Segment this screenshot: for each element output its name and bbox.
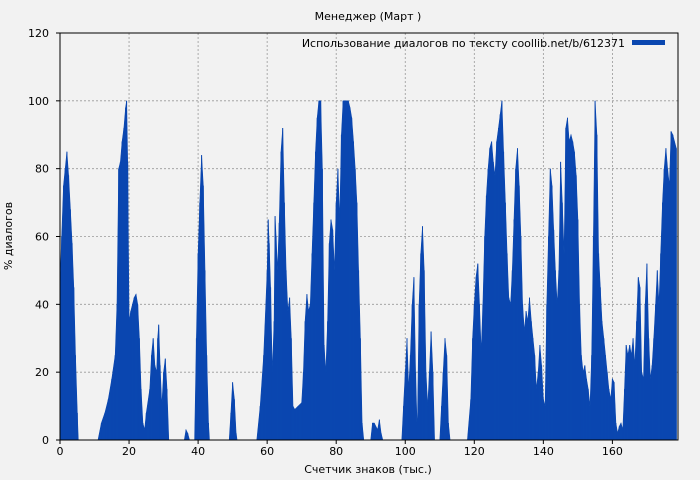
series-layer [59, 100, 677, 441]
x-tick-label: 80 [329, 445, 343, 458]
y-axis-label: % диалогов [2, 202, 15, 270]
x-tick-label: 20 [122, 445, 136, 458]
x-tick-label: 0 [57, 445, 64, 458]
legend: Использование диалогов по тексту coollib… [302, 37, 665, 50]
chart-title: Менеджер (Март ) [315, 10, 422, 23]
legend-swatch [632, 40, 665, 45]
y-tick-label: 100 [28, 95, 49, 108]
x-axis-label: Счетчик знаков (тыс.) [304, 463, 432, 476]
y-tick-label: 120 [28, 27, 49, 40]
x-tick-label: 120 [464, 445, 485, 458]
x-tick-label: 140 [533, 445, 554, 458]
x-tick-label: 60 [260, 445, 274, 458]
axes: 0 20 40 60 80 100 120 140 160 0 20 40 60 80 100 120 [28, 27, 623, 458]
x-tick-label: 100 [395, 445, 416, 458]
grid [60, 33, 678, 440]
legend-label: Использование диалогов по тексту coollib… [302, 37, 625, 50]
x-tick-label: 160 [602, 445, 623, 458]
x-tick-label: 40 [191, 445, 205, 458]
y-tick-label: 0 [42, 434, 49, 447]
y-tick-label: 80 [35, 163, 49, 176]
y-tick-label: 60 [35, 231, 49, 244]
y-tick-label: 40 [35, 298, 49, 311]
y-tick-label: 20 [35, 366, 49, 379]
